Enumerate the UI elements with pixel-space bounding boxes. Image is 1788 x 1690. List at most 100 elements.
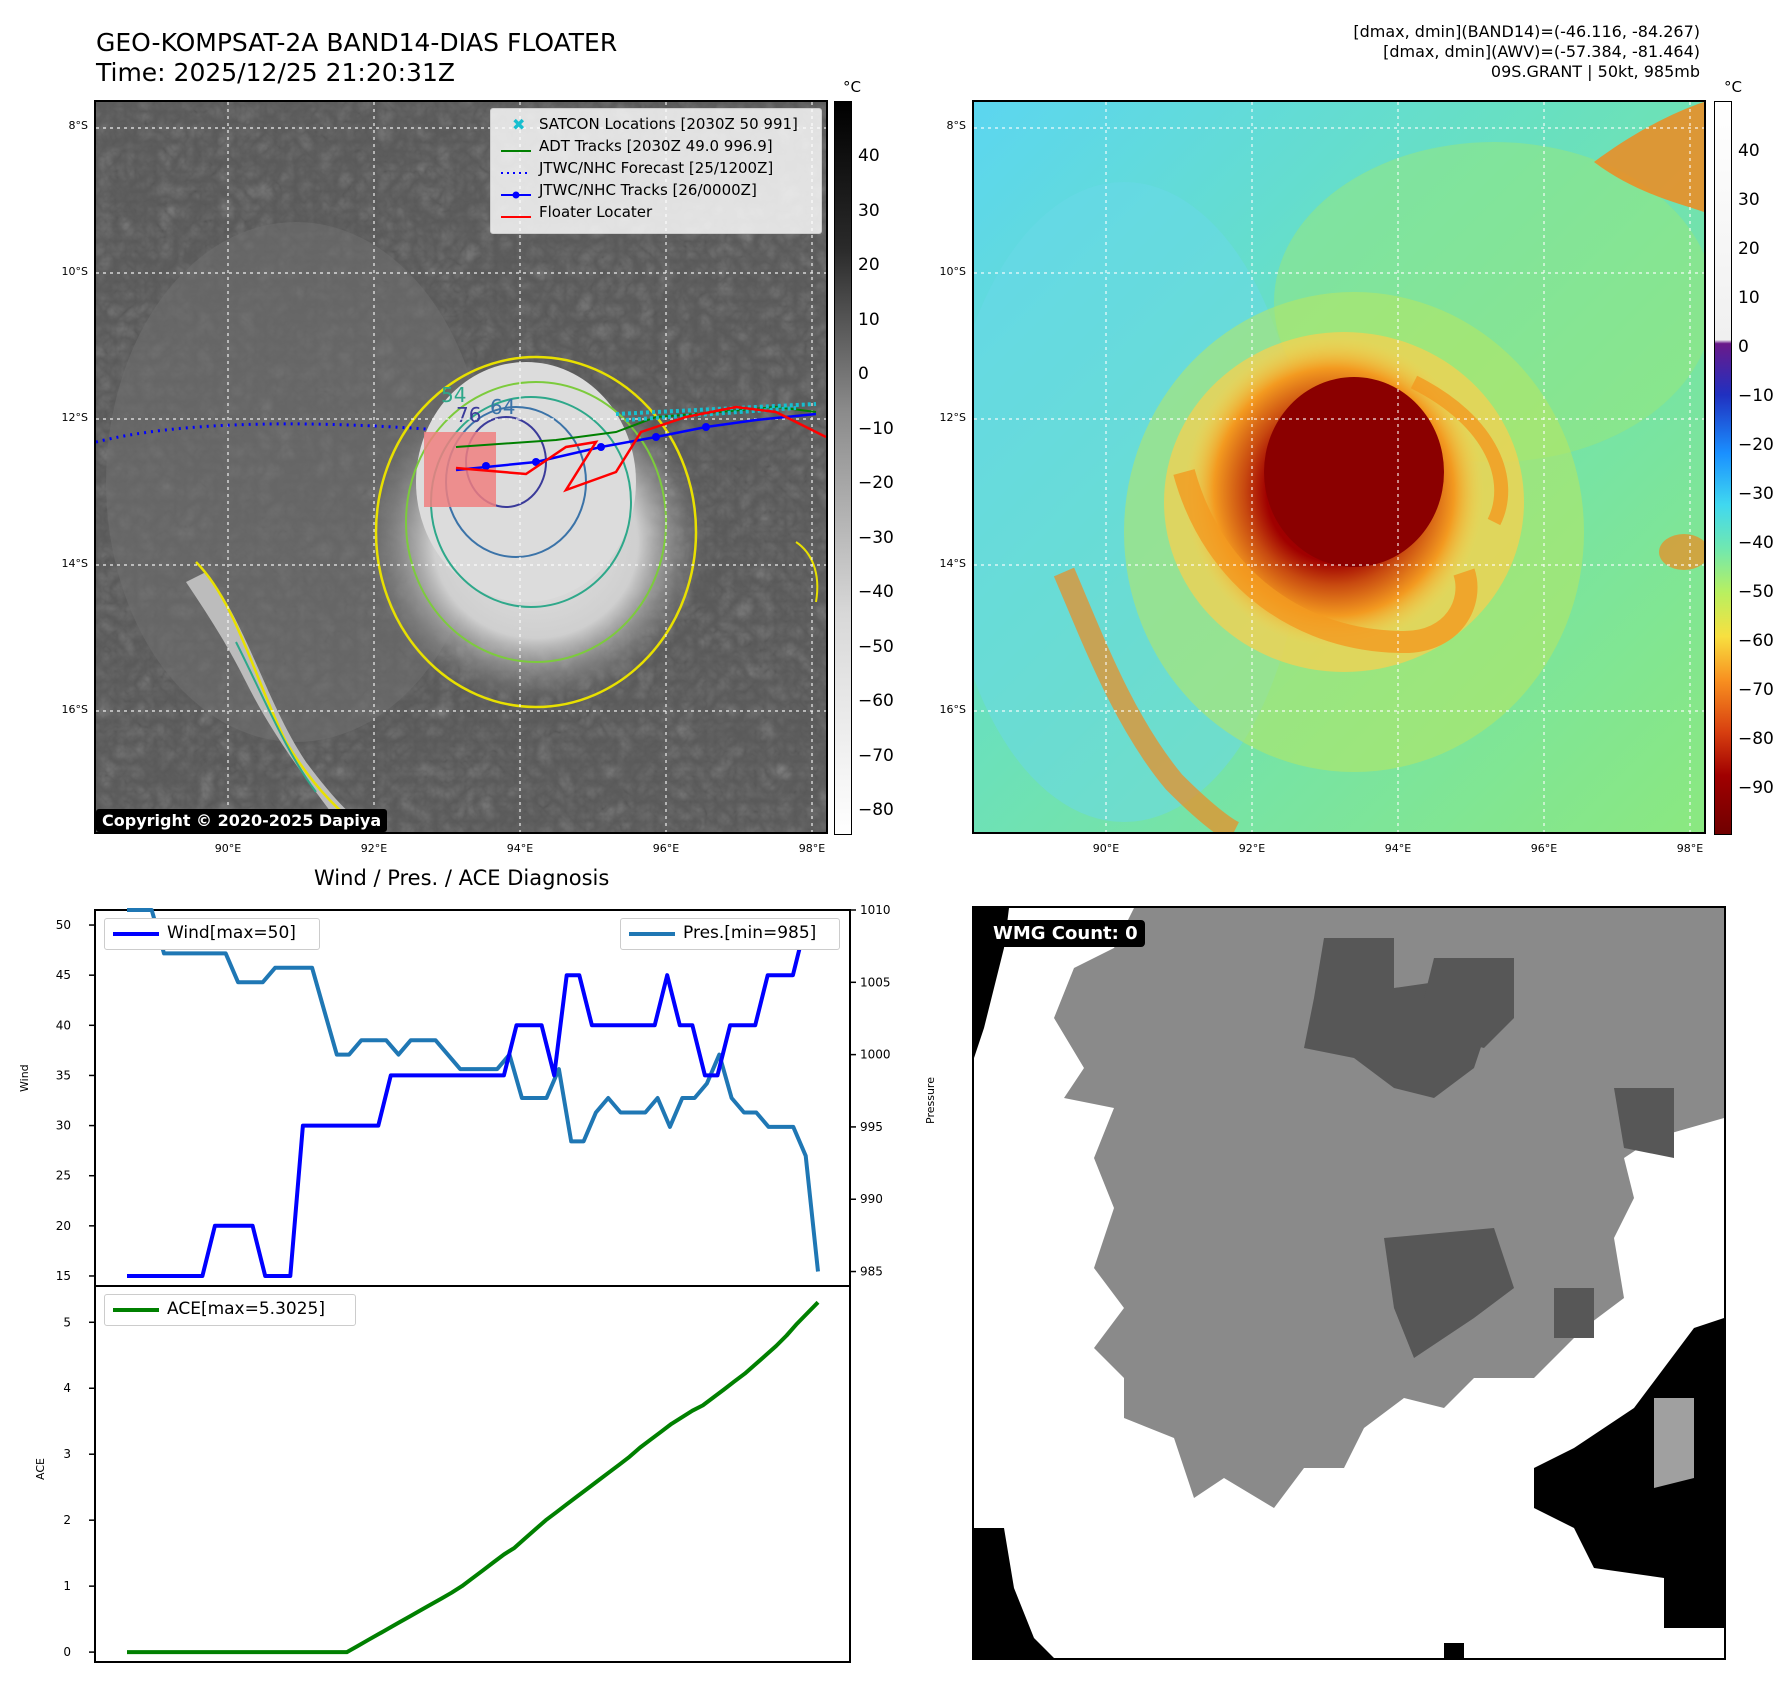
lat-label: 12°S xyxy=(61,411,88,424)
pressure-tick-label: 990 xyxy=(860,1192,883,1206)
cbar-color-unit: °C xyxy=(1724,78,1742,96)
ace-tick-label: 1 xyxy=(63,1579,71,1593)
cbar-color-tick-label: −50 xyxy=(1738,582,1774,602)
pres-axis-label: Pressure xyxy=(924,1077,937,1124)
jtwc-forecast-line xyxy=(96,422,427,444)
ace-legend: ACE[max=5.3025] xyxy=(104,1294,356,1326)
legend-adt: ADT Tracks [2030Z 49.0 996.9] xyxy=(539,137,773,155)
cbar-color-tick-label: 40 xyxy=(1738,141,1760,161)
copyright-badge: Copyright © 2020-2025 Dapiya xyxy=(96,809,388,832)
lat-label: 14°S xyxy=(61,557,88,570)
ace-tick-label: 5 xyxy=(63,1315,71,1329)
ace-tick-label: 3 xyxy=(63,1447,71,1461)
pres-legend-label: Pres.[min=985] xyxy=(683,923,817,943)
cbar-color-tick-label: −30 xyxy=(1738,484,1774,504)
lon-label: 90°E xyxy=(214,842,242,855)
figure-title-line2: Time: 2025/12/25 21:20:31Z xyxy=(96,58,455,87)
contour-label-76: 76 xyxy=(456,403,481,427)
lat-label: 12°S xyxy=(939,411,966,424)
wmg-count-badge: WMG Count: 0 xyxy=(986,920,1145,947)
pres-legend: Pres.[min=985] xyxy=(620,918,840,950)
lat-label: 16°S xyxy=(939,703,966,716)
cbar-color-tick-label: 30 xyxy=(1738,190,1760,210)
cbar-color-tick-label: 20 xyxy=(1738,239,1760,259)
cbar-color-tick-label: −80 xyxy=(1738,729,1774,749)
pressure-tick-label: 1005 xyxy=(860,975,891,989)
info-line1: [dmax, dmin](BAND14)=(-46.116, -84.267) xyxy=(1353,22,1700,41)
lat-label: 14°S xyxy=(939,557,966,570)
color-map-image xyxy=(974,102,1704,832)
lon-label: 98°E xyxy=(798,842,826,855)
legend-jtwc-tracks: JTWC/NHC Tracks [26/0000Z] xyxy=(539,181,757,199)
legend-symbols: ✖ xyxy=(501,115,531,218)
cbar-color-tick-label: −40 xyxy=(1738,533,1774,553)
wind-tick-label: 45 xyxy=(56,968,71,982)
wind-tick-label: 40 xyxy=(56,1018,71,1032)
legend-floater: Floater Locater xyxy=(539,203,653,221)
cbar-gray-tick-label: 10 xyxy=(858,309,880,330)
cbar-gray-tick-label: −10 xyxy=(858,418,894,439)
cbar-gray-tick-label: 30 xyxy=(858,200,880,221)
ace-tick-label: 4 xyxy=(63,1381,71,1395)
ir-map-panel: 54 64 76 ✖ xyxy=(94,100,828,834)
cbar-color-tick-label: −10 xyxy=(1738,386,1774,406)
info-line2: [dmax, dmin](AWV)=(-57.384, -81.464) xyxy=(1383,42,1700,61)
ace-axis-label: ACE xyxy=(34,1458,47,1480)
lon-label: 96°E xyxy=(1530,842,1558,855)
ace-legend-label: ACE[max=5.3025] xyxy=(167,1299,325,1319)
lat-label: 8°S xyxy=(946,119,966,132)
pressure-tick-label: 985 xyxy=(860,1265,883,1279)
contour-label-54: 54 xyxy=(441,383,466,407)
wind-axis-label: Wind xyxy=(18,1064,31,1092)
cbar-gray-tick-label: −60 xyxy=(858,691,894,711)
pressure-tick-label: 1000 xyxy=(860,1048,891,1062)
wind-pres-frame xyxy=(94,909,851,1287)
cbar-gray-tick-label: −30 xyxy=(858,527,894,548)
wmg-panel: WMG Count: 0 xyxy=(972,906,1726,1660)
wind-tick-label: 35 xyxy=(56,1068,71,1082)
cbar-gray-tick-label: −20 xyxy=(858,473,894,493)
cbar-color-tick-label: −60 xyxy=(1738,631,1774,651)
lat-label: 10°S xyxy=(61,265,88,278)
ace-tick-label: 2 xyxy=(63,1513,71,1527)
diagnosis-title: Wind / Pres. / ACE Diagnosis xyxy=(314,866,610,890)
satcon-markers xyxy=(615,402,817,422)
cbar-gray-tick-label: −70 xyxy=(858,745,894,766)
cbar-color xyxy=(1714,101,1732,835)
lon-label: 92°E xyxy=(1238,842,1266,855)
cbar-gray-tick-label: −80 xyxy=(858,800,894,820)
ace-tick-label: 0 xyxy=(63,1645,71,1659)
legend-jtwc-forecast: JTWC/NHC Forecast [25/1200Z] xyxy=(539,159,774,177)
lon-label: 98°E xyxy=(1676,842,1704,855)
floater-locater-line xyxy=(455,405,826,493)
legend-satcon: SATCON Locations [2030Z 50 991] xyxy=(539,115,798,133)
cbar-gray xyxy=(834,101,852,835)
wind-tick-label: 50 xyxy=(56,918,71,932)
ace-series-line xyxy=(127,1300,820,1655)
ir-map-legend: ✖ SATCON Locations [2030Z 50 991] ADT Tr… xyxy=(490,108,822,234)
wind-legend-label: Wind[max=50] xyxy=(167,923,296,943)
pressure-series-line xyxy=(127,908,820,1272)
cbar-gray-tick-label: −40 xyxy=(858,582,894,602)
wind-legend: Wind[max=50] xyxy=(104,918,320,950)
cbar-color-tick-label: −90 xyxy=(1738,778,1774,798)
lat-label: 8°S xyxy=(68,119,88,132)
pressure-tick-label: 1010 xyxy=(860,903,891,917)
wmg-image xyxy=(974,908,1724,1658)
lon-label: 90°E xyxy=(1092,842,1120,855)
cbar-gray-tick-label: 40 xyxy=(858,146,880,166)
lon-label: 94°E xyxy=(506,842,534,855)
lon-label: 94°E xyxy=(1384,842,1412,855)
svg-text:✖: ✖ xyxy=(512,115,525,134)
wind-series-line xyxy=(127,923,818,1278)
lat-label: 10°S xyxy=(939,265,966,278)
cbar-gray-tick-label: 0 xyxy=(858,364,869,384)
cbar-color-tick-label: −20 xyxy=(1738,435,1774,455)
cbar-gray-unit: °C xyxy=(843,78,861,96)
color-map-panel xyxy=(972,100,1706,834)
lon-label: 96°E xyxy=(652,842,680,855)
contour-label-64: 64 xyxy=(490,395,515,419)
cbar-color-tick-label: −70 xyxy=(1738,680,1774,700)
info-line3: 09S.GRANT | 50kt, 985mb xyxy=(1490,62,1700,81)
